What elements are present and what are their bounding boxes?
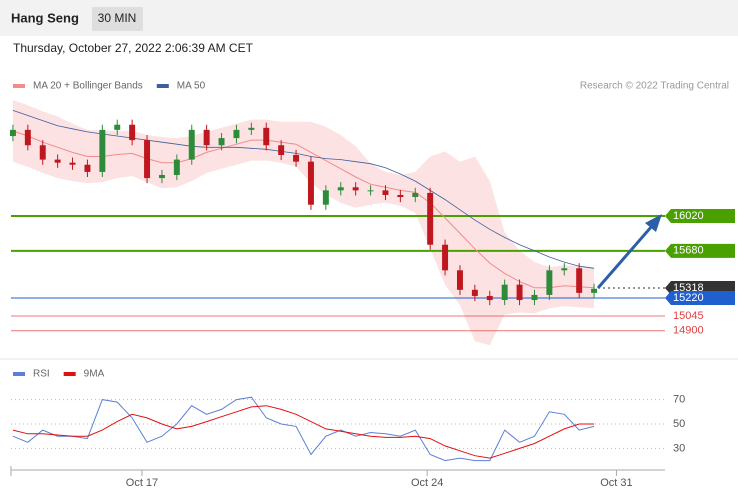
candle-body — [203, 129, 210, 146]
level-label: 16020 — [673, 210, 704, 222]
candle-body — [397, 194, 404, 198]
forecast-arrow — [596, 214, 662, 289]
candle-body — [561, 268, 568, 271]
candle-body — [263, 127, 270, 146]
legend-swatch — [13, 84, 25, 88]
level-label-box — [665, 243, 735, 258]
candle-body — [337, 187, 344, 191]
level-label: 15220 — [673, 292, 704, 304]
candle-body — [69, 162, 76, 165]
candle-body — [591, 288, 598, 293]
candle-body — [456, 270, 463, 290]
interval-pill[interactable] — [92, 7, 143, 31]
legend-swatch — [63, 372, 76, 376]
candle-body — [501, 284, 508, 301]
candle-body — [99, 129, 106, 172]
candle-body — [144, 140, 151, 179]
timestamp: Thursday, October 27, 2022 2:06:39 AM CE… — [13, 41, 254, 55]
candle-body — [278, 145, 285, 155]
x-tick-label: Oct 31 — [600, 477, 632, 489]
series-line — [12, 405, 595, 459]
candle-body — [24, 129, 31, 146]
level-label: 14900 — [673, 325, 704, 337]
candle-body — [218, 138, 225, 146]
candle-body — [129, 124, 136, 141]
legend-label: MA 50 — [177, 81, 206, 92]
y-tick-label: 70 — [673, 394, 685, 406]
candle-body — [412, 192, 419, 198]
level-label-box — [665, 291, 735, 305]
candle-body — [442, 244, 449, 271]
candle-body — [293, 154, 300, 162]
y-tick-label: 30 — [673, 442, 685, 454]
x-tick-label: Oct 24 — [411, 477, 443, 489]
level-label: 15318 — [673, 282, 704, 294]
ma-line — [12, 130, 595, 289]
candle-body — [427, 192, 434, 245]
level-label: 15680 — [673, 245, 704, 257]
candle-body — [54, 159, 61, 163]
candle-body — [84, 164, 91, 172]
candle-body — [9, 129, 16, 137]
arrow-head — [645, 214, 662, 232]
candle-body — [471, 289, 478, 296]
legend-label: MA 20 + Bollinger Bands — [33, 81, 143, 92]
legend-swatch — [13, 372, 25, 376]
candle-body — [173, 159, 180, 175]
y-tick-label: 50 — [673, 418, 685, 430]
candle-body — [367, 190, 374, 192]
candle-body — [248, 127, 255, 130]
title: Hang Seng — [11, 10, 79, 25]
interval[interactable]: 30 MIN — [98, 11, 137, 25]
candle-body — [382, 190, 389, 195]
candle-body — [546, 270, 553, 295]
candle-body — [307, 161, 314, 205]
candle-body — [531, 294, 538, 301]
candle-body — [576, 268, 583, 293]
legend-swatch — [156, 84, 169, 88]
candle-body — [114, 124, 121, 130]
candle-body — [39, 145, 46, 160]
candle-body — [486, 295, 493, 301]
level-label: 15045 — [673, 310, 704, 322]
candle-body — [352, 187, 359, 191]
candle-body — [188, 129, 195, 160]
level-label-box — [665, 208, 735, 223]
legend-label: RSI — [33, 369, 50, 380]
x-tick-label: Oct 17 — [126, 477, 158, 489]
series-line — [12, 396, 595, 462]
candle-body — [233, 129, 240, 139]
arrow-shaft — [596, 225, 654, 289]
candle-body — [158, 174, 165, 179]
legend-label: 9MA — [84, 369, 105, 380]
source: Research © 2022 Trading Central — [580, 81, 729, 92]
candle-body — [322, 190, 329, 205]
candle-body — [516, 284, 523, 301]
ma-line — [12, 110, 595, 269]
